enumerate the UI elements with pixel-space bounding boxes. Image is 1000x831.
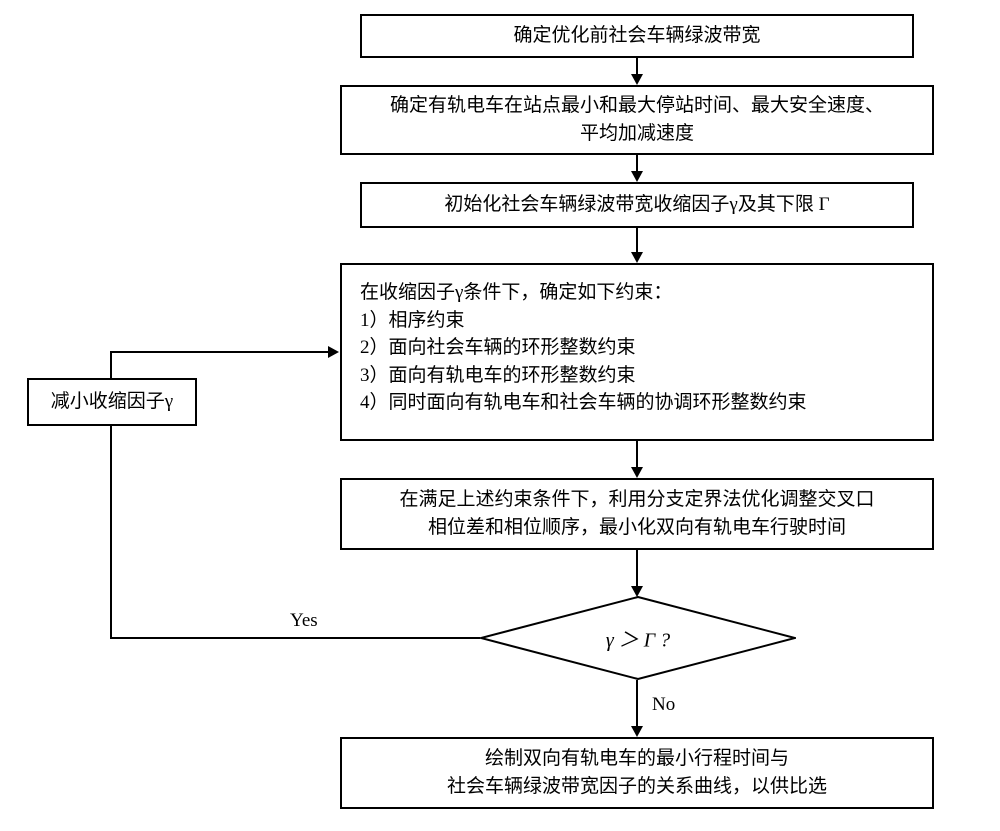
node-init-gamma: 初始化社会车辆绿波带宽收缩因子γ及其下限 Γ xyxy=(360,182,914,228)
node-reduce-gamma: 减小收缩因子γ xyxy=(27,378,197,426)
node-tram-parameters: 确定有轨电车在站点最小和最大停站时间、最大安全速度、 平均加减速度 xyxy=(340,85,934,155)
arrow-head-icon xyxy=(631,74,643,85)
decision-gamma-gt: γ ＞ Γ ? xyxy=(480,596,796,680)
edge xyxy=(636,550,638,588)
decision-label: γ ＞ Γ ? xyxy=(606,624,670,653)
node-label: 确定优化前社会车辆绿波带宽 xyxy=(513,22,760,50)
edge-yes-v xyxy=(110,425,112,639)
node-label: 减小收缩因子γ xyxy=(51,388,173,416)
node-label: 确定有轨电车在站点最小和最大停站时间、最大安全速度、 平均加减速度 xyxy=(390,92,884,147)
arrow-head-icon xyxy=(631,171,643,182)
edge-loop-v2 xyxy=(110,352,112,378)
node-branch-bound: 在满足上述约束条件下，利用分支定界法优化调整交叉口 相位差和相位顺序，最小化双向… xyxy=(340,478,934,550)
node-plot-curve: 绘制双向有轨电车的最小行程时间与 社会车辆绿波带宽因子的关系曲线，以供比选 xyxy=(340,737,934,809)
node-label: 在收缩因子γ条件下，确定如下约束： 1）相序约束 2）面向社会车辆的环形整数约束… xyxy=(360,279,807,417)
node-label: 绘制双向有轨电车的最小行程时间与 社会车辆绿波带宽因子的关系曲线，以供比选 xyxy=(447,745,827,800)
edge-loop-h xyxy=(110,351,330,353)
node-determine-bandwidth: 确定优化前社会车辆绿波带宽 xyxy=(360,14,914,58)
node-label: 初始化社会车辆绿波带宽收缩因子γ及其下限 Γ xyxy=(444,191,829,219)
node-label: 在满足上述约束条件下，利用分支定界法优化调整交叉口 相位差和相位顺序，最小化双向… xyxy=(399,486,874,541)
edge-label-no: No xyxy=(650,694,677,716)
flowchart-canvas: 确定优化前社会车辆绿波带宽 确定有轨电车在站点最小和最大停站时间、最大安全速度、… xyxy=(0,0,1000,831)
arrow-head-icon xyxy=(631,467,643,478)
arrow-head-icon xyxy=(631,726,643,737)
edge xyxy=(636,441,638,469)
node-constraints: 在收缩因子γ条件下，确定如下约束： 1）相序约束 2）面向社会车辆的环形整数约束… xyxy=(340,263,934,441)
arrow-head-icon xyxy=(328,346,339,358)
edge-no xyxy=(636,680,638,728)
edge-yes-h1 xyxy=(110,637,480,639)
arrow-head-icon xyxy=(631,252,643,263)
edge-label-yes: Yes xyxy=(288,610,320,632)
edge xyxy=(636,228,638,254)
